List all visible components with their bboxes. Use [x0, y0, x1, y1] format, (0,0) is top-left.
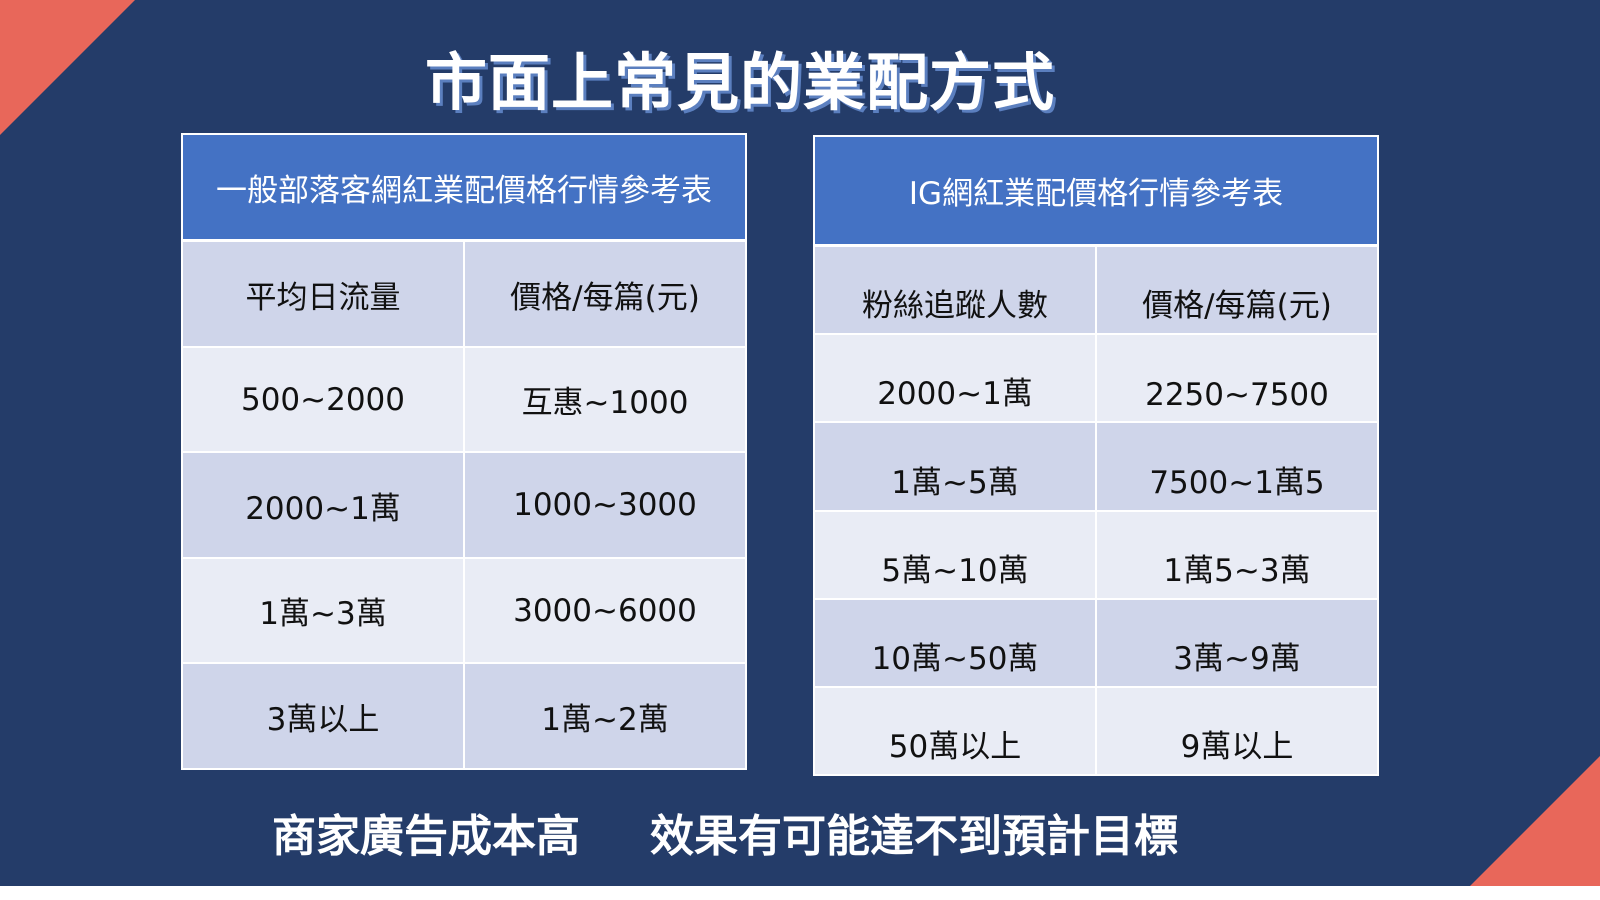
table-cell: 3萬~9萬	[1095, 599, 1377, 686]
corner-decoration	[0, 0, 135, 135]
table-title: IG網紅業配價格行情參考表	[815, 137, 1377, 248]
table-row: 50萬以上 9萬以上	[815, 687, 1377, 775]
table-cell: 3萬以上	[266, 701, 380, 738]
table-title: 一般部落客網紅業配價格行情參考表	[183, 135, 745, 243]
table-cell: 2250~7500	[1095, 335, 1377, 422]
table-row: 1萬~5萬 7500~1萬5	[815, 423, 1377, 512]
table-row: 2000~1萬 1000~3000	[183, 453, 745, 559]
corner-decoration	[1470, 756, 1600, 886]
table-cell: 500~2000	[240, 381, 406, 418]
table-row: 500~2000 互惠~1000	[183, 347, 745, 454]
table-cell: 3000~6000	[463, 558, 745, 663]
table-row: 5萬~10萬 1萬5~3萬	[815, 511, 1377, 600]
header-row: 平均日流量 價格/每篇(元)	[183, 242, 745, 348]
table-cell: 1萬~3萬	[259, 596, 387, 633]
column-header: 價格/每篇(元)	[463, 242, 745, 346]
table-cell: 5萬~10萬	[881, 552, 1029, 589]
table-cell: 2000~1萬	[245, 490, 401, 527]
price-table: 一般部落客網紅業配價格行情參考表平均日流量 價格/每篇(元) 500~2000 互惠~…	[181, 133, 747, 770]
table-cell: 1000~3000	[463, 453, 745, 557]
column-header: 平均日流量	[245, 279, 401, 316]
bottom-strip	[0, 886, 1600, 900]
table-row: 1萬~3萬 3000~6000	[183, 558, 745, 665]
table-cell: 1萬~2萬	[463, 664, 745, 768]
slide-title: 市面上常見的業配方式	[424, 46, 1055, 119]
table-cell: 9萬以上	[1095, 687, 1377, 775]
table-row: 2000~1萬 2250~7500	[815, 335, 1377, 424]
table-cell: 7500~1萬5	[1095, 423, 1377, 510]
table-cell: 50萬以上	[888, 729, 1022, 766]
column-header: 價格/每篇(元)	[1095, 247, 1377, 334]
table-cell: 2000~1萬	[877, 376, 1033, 413]
footer-text: 商家廣告成本高	[272, 811, 580, 862]
footer-text: 效果有可能達不到預計目標	[650, 811, 1178, 862]
column-header: 粉絲追蹤人數	[862, 288, 1048, 325]
table-cell: 互惠~1000	[463, 347, 745, 452]
table-cell: 1萬~5萬	[891, 464, 1019, 501]
table-row: 3萬以上 1萬~2萬	[183, 664, 745, 768]
header-row: 粉絲追蹤人數 價格/每篇(元)	[815, 247, 1377, 336]
price-table: IG網紅業配價格行情參考表粉絲追蹤人數 價格/每篇(元) 2000~1萬 2250~7…	[813, 135, 1379, 776]
table-cell: 10萬~50萬	[871, 640, 1039, 677]
table-cell: 1萬5~3萬	[1095, 511, 1377, 598]
table-row: 10萬~50萬 3萬~9萬	[815, 599, 1377, 688]
